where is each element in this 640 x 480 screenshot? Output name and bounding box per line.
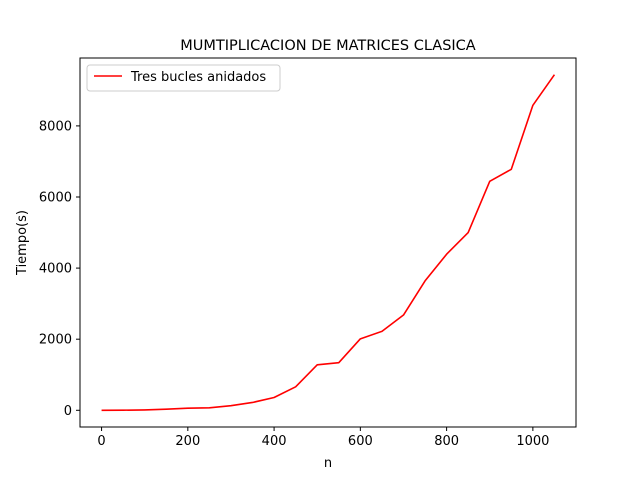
legend-label: Tres bucles anidados — [130, 70, 266, 85]
axes-frame — [79, 57, 577, 428]
y-tick-label: 8000 — [39, 119, 72, 134]
chart-title: MUMTIPLICACION DE MATRICES CLASICA — [180, 38, 476, 54]
x-axis-label: n — [324, 456, 332, 471]
x-tick-label: 600 — [348, 434, 373, 449]
x-tick-label: 200 — [175, 434, 200, 449]
x-tick-label: 1000 — [516, 434, 549, 449]
x-tick-label: 0 — [97, 434, 105, 449]
y-axis-label: Tiempo(s) — [15, 210, 30, 276]
y-axis: 0 2000 4000 6000 8000 — [39, 119, 80, 419]
x-axis: 0 200 400 600 800 1000 — [97, 427, 549, 449]
x-tick-label: 400 — [262, 434, 287, 449]
y-tick-label: 6000 — [39, 190, 72, 205]
plot-area — [101, 74, 556, 412]
y-tick-label: 4000 — [39, 262, 72, 277]
x-tick-label: 800 — [434, 434, 459, 449]
y-tick-label: 0 — [64, 404, 72, 419]
legend-box — [86, 64, 281, 92]
legend: Tres bucles anidados — [86, 64, 281, 92]
series-line-0 — [101, 74, 556, 412]
y-tick-label: 2000 — [39, 333, 72, 348]
